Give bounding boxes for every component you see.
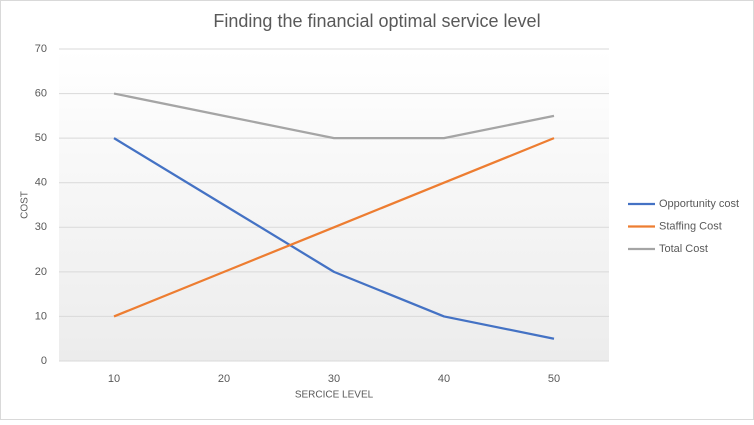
y-tick-label: 50 — [35, 132, 47, 144]
x-tick-label: 30 — [328, 373, 340, 385]
y-tick-label: 70 — [35, 43, 47, 55]
y-tick-label: 60 — [35, 87, 47, 99]
legend-label: Opportunity cost — [659, 198, 739, 210]
y-tick-label: 20 — [35, 266, 47, 278]
legend-label: Staffing Cost — [659, 220, 722, 232]
y-tick-label: 10 — [35, 310, 47, 322]
line-series — [113, 92, 555, 140]
legend-label: Total Cost — [659, 243, 708, 255]
x-tick-label: 40 — [438, 373, 450, 385]
y-tick-label: 40 — [35, 177, 47, 189]
x-tick-label: 20 — [218, 373, 230, 385]
x-tick-label: 50 — [548, 373, 560, 385]
y-axis-label: COST — [20, 191, 31, 219]
plot-area — [59, 49, 609, 361]
line-series — [113, 137, 555, 318]
x-axis-label: SERCICE LEVEL — [295, 390, 374, 401]
x-tick-label: 10 — [108, 373, 120, 385]
line-series — [113, 137, 555, 340]
y-tick-label: 30 — [35, 221, 47, 233]
chart-title: Finding the financial optimal service le… — [213, 11, 540, 31]
y-tick-label: 0 — [41, 355, 47, 367]
